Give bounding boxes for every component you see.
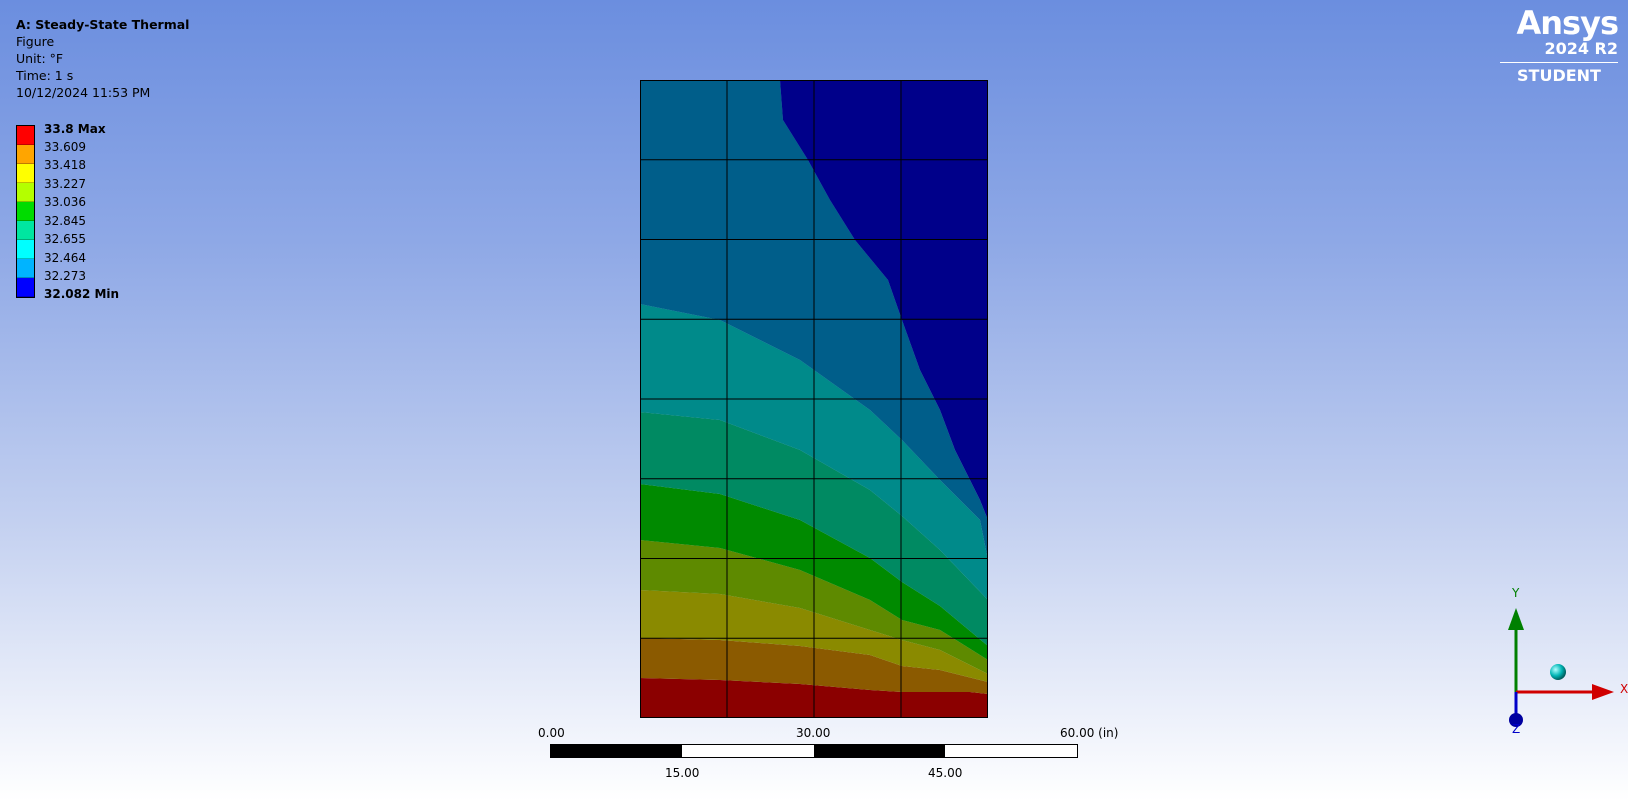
- time-label: Time: 1 s: [16, 68, 74, 83]
- ansys-logo: Ansys 2024 R2 STUDENT: [1500, 4, 1620, 86]
- triad-x-label: X: [1620, 682, 1628, 696]
- triad-z-label: Z: [1512, 722, 1521, 736]
- contour-band: [780, 80, 988, 520]
- axis-triad[interactable]: Y X Z: [1480, 586, 1628, 736]
- brand-version: 2024 R2: [1500, 40, 1618, 63]
- scale-bar: [550, 744, 1078, 758]
- legend-swatch: [17, 145, 34, 164]
- legend-swatch: [17, 183, 34, 202]
- triad-y-label: Y: [1512, 586, 1520, 600]
- legend-min-label: 32.082 Min: [44, 287, 120, 301]
- legend-swatch: [17, 240, 34, 259]
- legend-value-6: 32.655: [44, 232, 86, 246]
- contour-plot-viewport[interactable]: [640, 80, 988, 718]
- legend-color-bar: [16, 125, 35, 298]
- legend-swatch: [17, 164, 34, 183]
- legend-value-7: 32.464: [44, 251, 86, 265]
- timestamp-label: 10/12/2024 11:53 PM: [16, 85, 151, 100]
- legend-swatch: [17, 278, 34, 297]
- scale-tick-30: 30.00: [796, 726, 831, 740]
- result-info-panel: A: Steady-State Thermal Figure Unit: °F …: [16, 16, 189, 101]
- scale-tick-45: 45.00: [928, 766, 963, 780]
- legend-value-4: 33.036: [44, 195, 86, 209]
- legend-swatch: [17, 221, 34, 240]
- legend-value-5: 32.845: [44, 214, 86, 228]
- scale-ruler: 0.00 30.00 60.00 (in) 15.00 45.00: [538, 724, 1118, 790]
- scale-tick-60: 60.00 (in): [1060, 726, 1119, 740]
- scale-segment: [814, 745, 945, 757]
- scale-tick-15: 15.00: [665, 766, 700, 780]
- mesh-grid: [640, 80, 988, 718]
- result-name: Figure: [16, 34, 55, 49]
- legend-value-8: 32.273: [44, 269, 86, 283]
- legend-swatch: [17, 202, 34, 221]
- scale-tick-0: 0.00: [538, 726, 565, 740]
- scale-segment: [551, 745, 682, 757]
- analysis-title: A: Steady-State Thermal: [16, 17, 190, 32]
- legend-swatch: [17, 126, 34, 145]
- legend-value-1: 33.609: [44, 140, 86, 154]
- brand-edition: STUDENT: [1517, 66, 1601, 85]
- legend-swatch: [17, 259, 34, 278]
- unit-label: Unit: °F: [16, 51, 64, 66]
- triad-graphic: [1508, 608, 1614, 727]
- brand-name: Ansys: [1516, 4, 1620, 42]
- contour-legend[interactable]: 33.8 Max 33.609 33.418 33.227 33.036 32.…: [16, 122, 196, 302]
- legend-max-label: 33.8 Max: [44, 122, 106, 136]
- legend-value-3: 33.227: [44, 177, 86, 191]
- legend-value-2: 33.418: [44, 158, 86, 172]
